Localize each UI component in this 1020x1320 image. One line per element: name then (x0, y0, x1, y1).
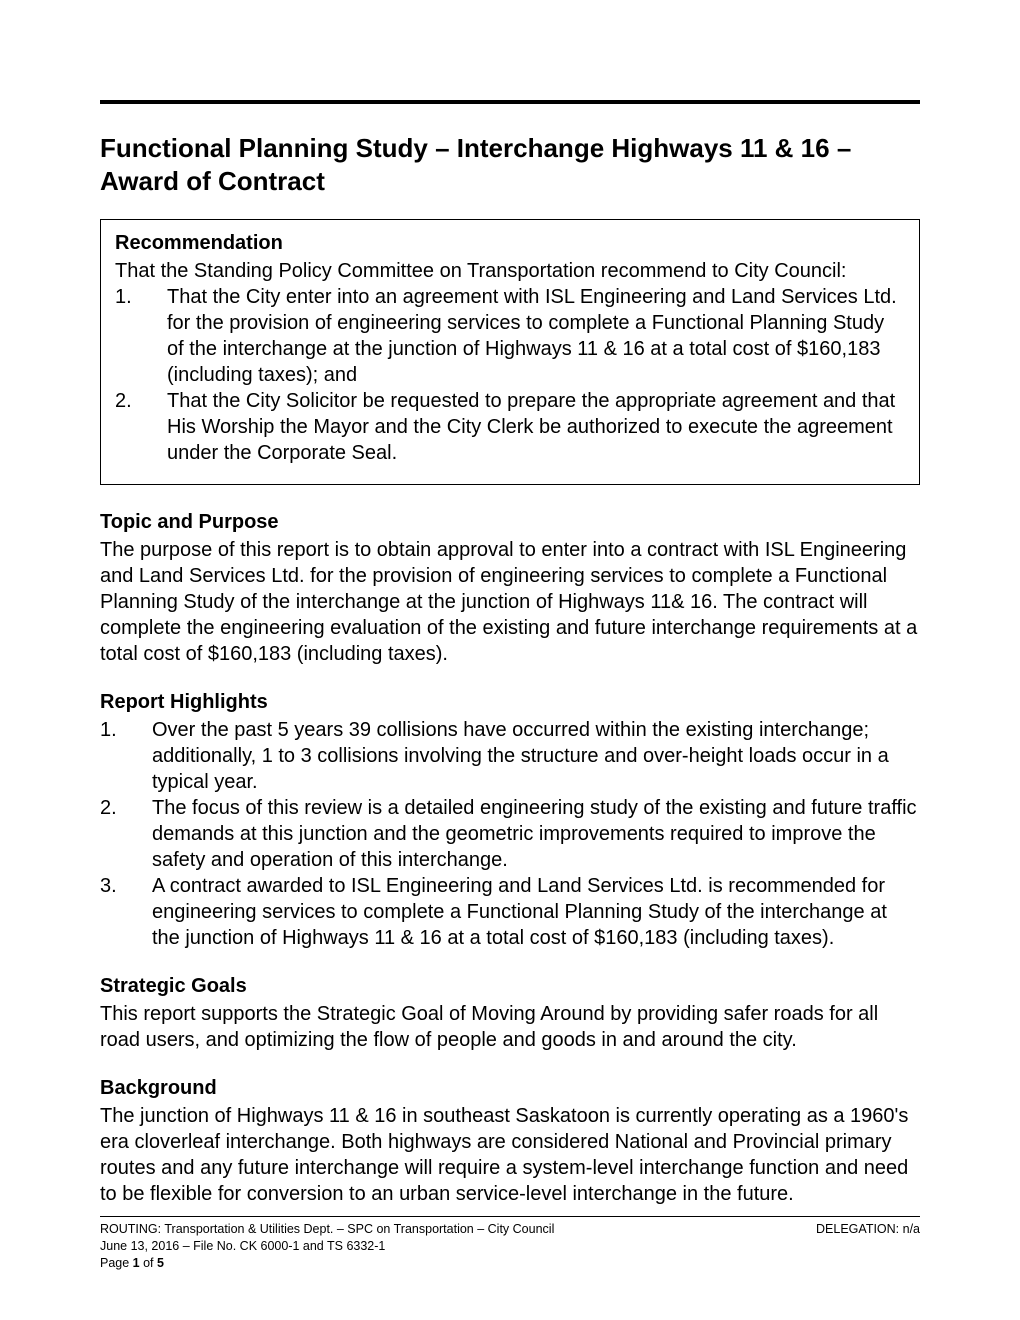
list-number: 1. (115, 284, 167, 388)
report-highlights-list: 1. Over the past 5 years 39 collisions h… (100, 717, 920, 951)
recommendation-intro: That the Standing Policy Committee on Tr… (115, 258, 905, 284)
list-number: 2. (115, 388, 167, 466)
footer-page-number: Page 1 of 5 (100, 1255, 920, 1272)
footer-horizontal-rule (100, 1216, 920, 1217)
footer-routing: ROUTING: Transportation & Utilities Dept… (100, 1221, 554, 1238)
recommendation-item-text: That the City enter into an agreement wi… (167, 284, 905, 388)
footer-row-1: ROUTING: Transportation & Utilities Dept… (100, 1221, 920, 1238)
recommendation-box: Recommendation That the Standing Policy … (100, 219, 920, 485)
list-number: 2. (100, 795, 152, 873)
top-horizontal-rule (100, 100, 920, 104)
report-highlight-text: A contract awarded to ISL Engineering an… (152, 873, 920, 951)
report-highlights-section: Report Highlights 1. Over the past 5 yea… (100, 689, 920, 951)
topic-purpose-text: The purpose of this report is to obtain … (100, 537, 920, 667)
recommendation-item-text: That the City Solicitor be requested to … (167, 388, 905, 466)
background-heading: Background (100, 1075, 920, 1101)
report-highlight-item: 2. The focus of this review is a detaile… (100, 795, 920, 873)
footer-delegation: DELEGATION: n/a (816, 1221, 920, 1238)
report-highlight-text: Over the past 5 years 39 collisions have… (152, 717, 920, 795)
list-number: 1. (100, 717, 152, 795)
background-section: Background The junction of Highways 11 &… (100, 1075, 920, 1207)
page-title: Functional Planning Study – Interchange … (100, 132, 920, 197)
recommendation-heading: Recommendation (115, 230, 905, 256)
topic-purpose-section: Topic and Purpose The purpose of this re… (100, 509, 920, 667)
footer-page-prefix: Page (100, 1256, 133, 1270)
page-footer: ROUTING: Transportation & Utilities Dept… (100, 1216, 920, 1272)
footer-date-file: June 13, 2016 – File No. CK 6000-1 and T… (100, 1238, 920, 1255)
report-highlight-item: 1. Over the past 5 years 39 collisions h… (100, 717, 920, 795)
recommendation-item: 1. That the City enter into an agreement… (115, 284, 905, 388)
topic-purpose-heading: Topic and Purpose (100, 509, 920, 535)
report-highlight-item: 3. A contract awarded to ISL Engineering… (100, 873, 920, 951)
strategic-goals-section: Strategic Goals This report supports the… (100, 973, 920, 1053)
recommendation-item: 2. That the City Solicitor be requested … (115, 388, 905, 466)
recommendation-list: 1. That the City enter into an agreement… (115, 284, 905, 466)
background-text: The junction of Highways 11 & 16 in sout… (100, 1103, 920, 1207)
report-highlight-text: The focus of this review is a detailed e… (152, 795, 920, 873)
footer-page-total: 5 (157, 1256, 164, 1270)
list-number: 3. (100, 873, 152, 951)
footer-page-current: 1 (133, 1256, 140, 1270)
strategic-goals-text: This report supports the Strategic Goal … (100, 1001, 920, 1053)
report-highlights-heading: Report Highlights (100, 689, 920, 715)
footer-page-of: of (140, 1256, 157, 1270)
strategic-goals-heading: Strategic Goals (100, 973, 920, 999)
